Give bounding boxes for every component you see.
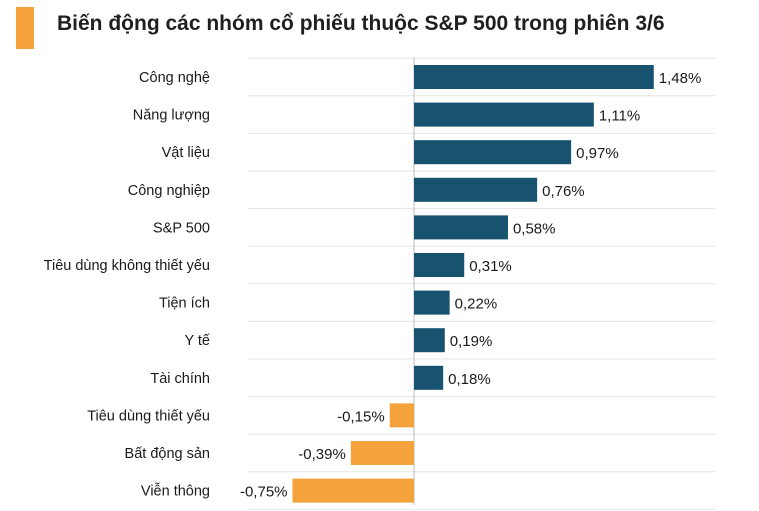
bar: [414, 253, 465, 277]
value-label: 0,58%: [513, 220, 556, 237]
chart-labels: Công nghệ 1,48% Năng lượng 1,11% Vật liệu 0,9…: [44, 70, 702, 501]
value-label: 1,11%: [599, 108, 640, 125]
chart-grid: [248, 57, 715, 510]
value-label: 0,22%: [455, 296, 498, 313]
category-label: Vật liệu: [162, 145, 210, 161]
value-label: 0,18%: [448, 371, 491, 388]
category-label: Công nghệ: [139, 70, 210, 86]
bar: [414, 365, 444, 390]
title-accent-bar: [16, 7, 34, 49]
value-label: 1,48%: [659, 70, 702, 87]
bar: [414, 328, 445, 353]
chart-bars: [292, 65, 654, 503]
bar: [414, 215, 508, 240]
chart-title: Biến động các nhóm cổ phiếu thuộc S&P 50…: [57, 12, 665, 35]
category-label: Công nghiệp: [128, 183, 210, 199]
value-label: 0,31%: [469, 258, 512, 275]
bar: [350, 441, 414, 465]
value-label: 0,19%: [450, 333, 493, 350]
category-label: Tài chính: [150, 371, 210, 387]
bar: [414, 290, 450, 315]
category-label: S&P 500: [153, 220, 210, 236]
bar: [292, 478, 414, 503]
value-label: -0,39%: [298, 446, 346, 463]
category-label: Bất động sản: [125, 446, 210, 462]
value-label: -0,15%: [337, 408, 385, 425]
bar: [389, 403, 414, 428]
category-label: Viễn thông: [141, 483, 210, 500]
bar: [414, 65, 654, 89]
bar: [414, 177, 538, 202]
value-label: 0,76%: [542, 183, 585, 200]
category-label: Y tế: [184, 333, 210, 349]
bar: [414, 140, 572, 165]
category-label: Năng lượng: [133, 108, 210, 124]
value-label: -0,75%: [240, 484, 288, 501]
category-label: Tiện ích: [159, 296, 210, 312]
category-label: Tiêu dùng thiết yếu: [87, 408, 210, 424]
value-label: 0,97%: [576, 145, 619, 162]
category-label: Tiêu dùng không thiết yếu: [44, 258, 210, 274]
bar: [414, 102, 594, 127]
